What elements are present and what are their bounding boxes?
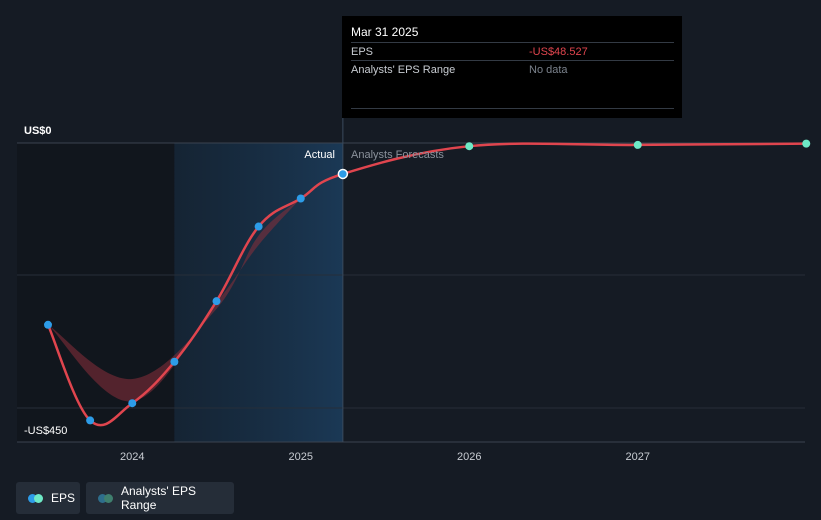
eps-markers: [44, 139, 811, 425]
y-label-bottom: -US$450: [24, 425, 67, 437]
eps-actual-marker: [254, 222, 263, 231]
x-tick-label: 2027: [626, 451, 650, 463]
tooltip-eps-row: EPS -US$48.527: [351, 42, 674, 61]
eps-actual-marker: [170, 357, 179, 366]
actual-region-label: Actual: [304, 149, 335, 161]
eps-actual-marker: [44, 320, 52, 329]
tooltip-divider: [351, 108, 674, 109]
x-tick-label: 2024: [120, 451, 144, 463]
legend-eps-label: EPS: [51, 491, 76, 505]
x-tick-label: 2025: [289, 451, 313, 463]
eps-line: [46, 142, 808, 427]
tooltip-range-row: Analysts' EPS Range No data: [351, 60, 674, 79]
eps-forecast-marker: [802, 139, 811, 148]
legend-range-label: Analysts' EPS Range: [121, 484, 196, 512]
recent-period-band: [174, 143, 343, 442]
forecast-region-label: Analysts Forecasts: [351, 149, 444, 161]
tooltip-range-label: Analysts' EPS Range: [351, 64, 456, 76]
tooltip-date: Mar 31 2025: [351, 25, 419, 39]
tooltip-eps-label: EPS: [351, 46, 374, 58]
legend-range-toggle[interactable]: Analysts' EPS Range: [86, 482, 234, 514]
x-tick-label: 2026: [457, 451, 481, 463]
eps-forecast-marker: [465, 142, 474, 151]
tooltip-eps-value: -US$48.527: [529, 46, 588, 58]
eps-actual-marker: [212, 297, 221, 306]
eps-actual-marker: [128, 399, 137, 408]
range-legend-icon: [98, 493, 113, 503]
tooltip-range-value: No data: [529, 64, 568, 76]
eps-legend-icon: [28, 493, 43, 503]
eps-actual-marker: [86, 416, 95, 425]
y-label-top: US$0: [24, 125, 52, 137]
legend-eps-toggle[interactable]: EPS: [16, 482, 80, 514]
eps-actual-marker: [296, 194, 305, 203]
past-period-shade: [17, 143, 175, 442]
hover-tooltip: Mar 31 2025 EPS -US$48.527 Analysts' EPS…: [342, 16, 682, 118]
eps-forecast-marker: [633, 140, 642, 149]
eps-marker-highlighted: [337, 168, 349, 180]
